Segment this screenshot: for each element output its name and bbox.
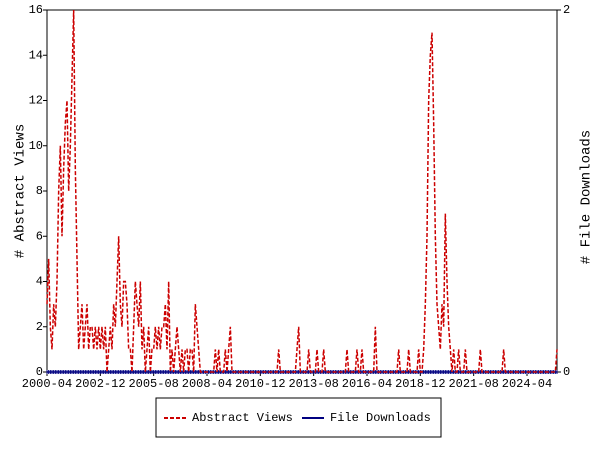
x-tick-label: 2005-08 [128,377,178,391]
x-tick-label: 2000-04 [22,377,72,391]
legend [155,397,442,438]
x-tick-label: 2002-12 [75,377,125,391]
y-tick-label: 10 [29,139,43,153]
y2-tick-label: 0 [563,365,570,379]
y-tick-label: 16 [29,3,43,17]
y-tick-label: 2 [36,320,43,334]
x-tick-label: 2024-04 [502,377,552,391]
y-tick-label: 8 [36,184,43,198]
y-tick-label: 14 [29,48,43,62]
x-tick-label: 2021-08 [448,377,498,391]
y2-tick-label: 2 [563,3,570,17]
y-axis-label: # Abstract Views [13,124,29,258]
legend-label: File Downloads [330,411,431,425]
y2-axis-label: # File Downloads [579,130,595,264]
x-tick-label: 2013-08 [288,377,338,391]
x-tick-label: 2018-12 [395,377,445,391]
legend-label: Abstract Views [192,411,293,425]
x-tick-label: 2008-04 [182,377,232,391]
x-tick-label: 2010-12 [235,377,285,391]
plot-area [46,9,558,373]
y-tick-label: 0 [36,365,43,379]
x-tick-label: 2016-04 [342,377,392,391]
y-tick-label: 4 [36,275,43,289]
y-tick-label: 12 [29,94,43,108]
y-tick-label: 6 [36,229,43,243]
